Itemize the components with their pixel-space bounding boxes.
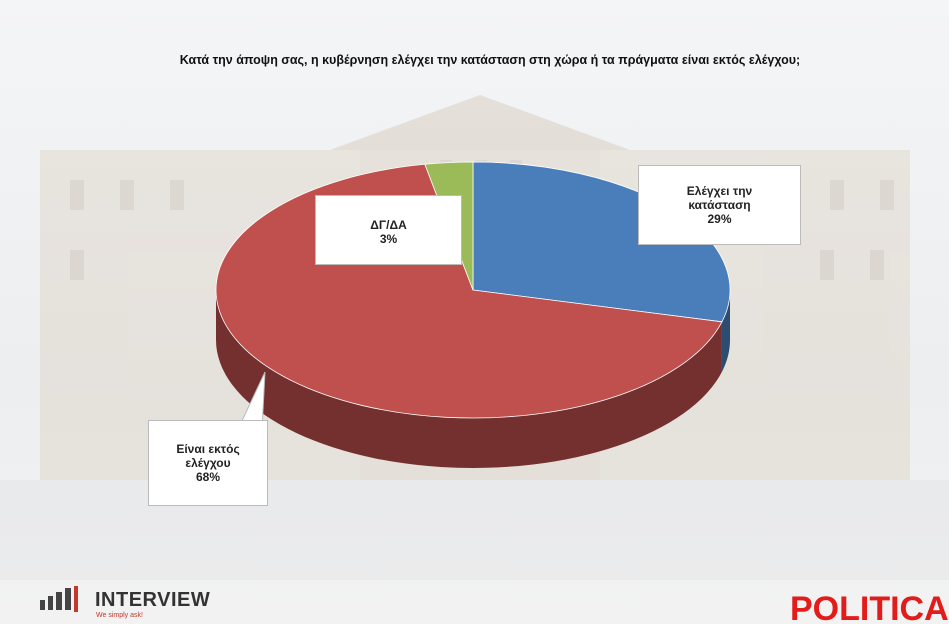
value-label: 68% (195, 470, 221, 484)
slice-label: ΔΓ/ΔΑ 3% (315, 195, 462, 265)
logo-tagline: We simply ask! (96, 612, 143, 619)
value-label: 29% (707, 212, 732, 226)
slice-side (721, 290, 730, 372)
slice-label: Ελέγχει την κατάσταση 29% (638, 165, 801, 245)
logo-left: INTERVIEW (95, 589, 211, 611)
category-label: Είναι εκτός ελέγχου (176, 442, 240, 470)
slice-label: Είναι εκτός ελέγχου 68% (148, 420, 268, 506)
category-label: ΔΓ/ΔΑ (370, 218, 407, 232)
category-label: Ελέγχει την κατάσταση (686, 184, 753, 212)
slice-side (216, 290, 722, 468)
chart-title: Κατά την άποψη σας, η κυβέρνηση ελέγχει … (179, 53, 801, 67)
logo-right: POLITICAL (790, 590, 949, 624)
interview-icon (40, 586, 78, 612)
value-label: 3% (379, 232, 398, 246)
